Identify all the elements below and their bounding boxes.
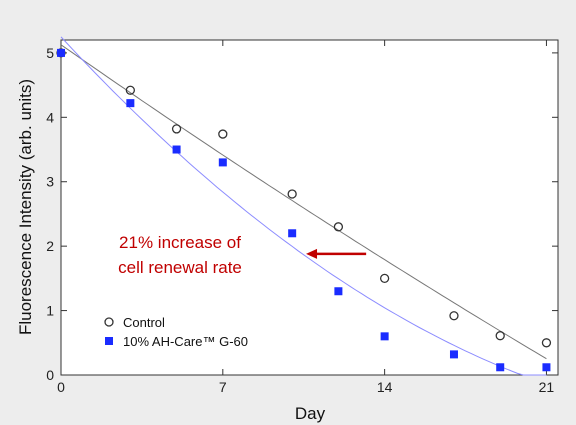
y-tick-label: 3 — [46, 174, 54, 190]
control-fit-curve — [60, 44, 547, 360]
axis-ticks: 0 7 14 21 0 1 2 3 4 5 — [46, 40, 558, 395]
control-point — [287, 189, 297, 199]
fit-curves — [60, 36, 547, 376]
x-tick-label: 7 — [219, 379, 227, 395]
control-point — [541, 338, 552, 348]
annotation-line-1: 21% increase of — [119, 233, 241, 252]
control-point — [379, 273, 390, 284]
treatment-point — [218, 158, 227, 167]
legend-marker-control — [104, 317, 114, 327]
y-axis-title: Fluorescence Intensity (arb. units) — [16, 79, 35, 335]
legend: Control 10% AH-Care™ G-60 — [104, 315, 248, 349]
y-tick-label: 5 — [46, 45, 54, 61]
control-point — [218, 129, 228, 139]
y-tick-label: 0 — [46, 367, 54, 383]
control-point — [171, 124, 182, 134]
x-tick-label: 14 — [377, 379, 393, 395]
control-point — [125, 85, 135, 95]
legend-label-treatment: 10% AH-Care™ G-60 — [123, 334, 248, 349]
control-point — [495, 331, 505, 341]
legend-label-control: Control — [123, 315, 165, 330]
treatment-point — [449, 350, 458, 359]
treatment-point — [172, 145, 181, 154]
treatment-point — [288, 229, 297, 238]
annotation: 21% increase of cell renewal rate — [118, 233, 367, 277]
annotation-line-2: cell renewal rate — [118, 258, 242, 277]
treatment-point — [126, 99, 135, 108]
y-tick-label: 4 — [46, 109, 54, 125]
treatment-point — [57, 48, 65, 57]
treatment-point — [334, 287, 343, 296]
annotation-arrow-head — [306, 248, 318, 259]
control-point — [449, 311, 459, 321]
y-tick-label: 1 — [46, 303, 54, 319]
x-axis-title: Day — [295, 404, 326, 423]
treatment-point — [380, 332, 389, 341]
data-points — [56, 48, 552, 372]
x-tick-label: 0 — [57, 379, 65, 395]
legend-marker-treatment — [105, 337, 113, 345]
x-tick-label: 21 — [539, 379, 555, 395]
treatment-point — [542, 363, 551, 372]
control-point — [333, 222, 344, 232]
plot-area — [60, 39, 559, 376]
treatment-point — [496, 363, 505, 372]
treatment-fit-curve — [60, 36, 547, 376]
y-tick-label: 2 — [46, 238, 54, 254]
